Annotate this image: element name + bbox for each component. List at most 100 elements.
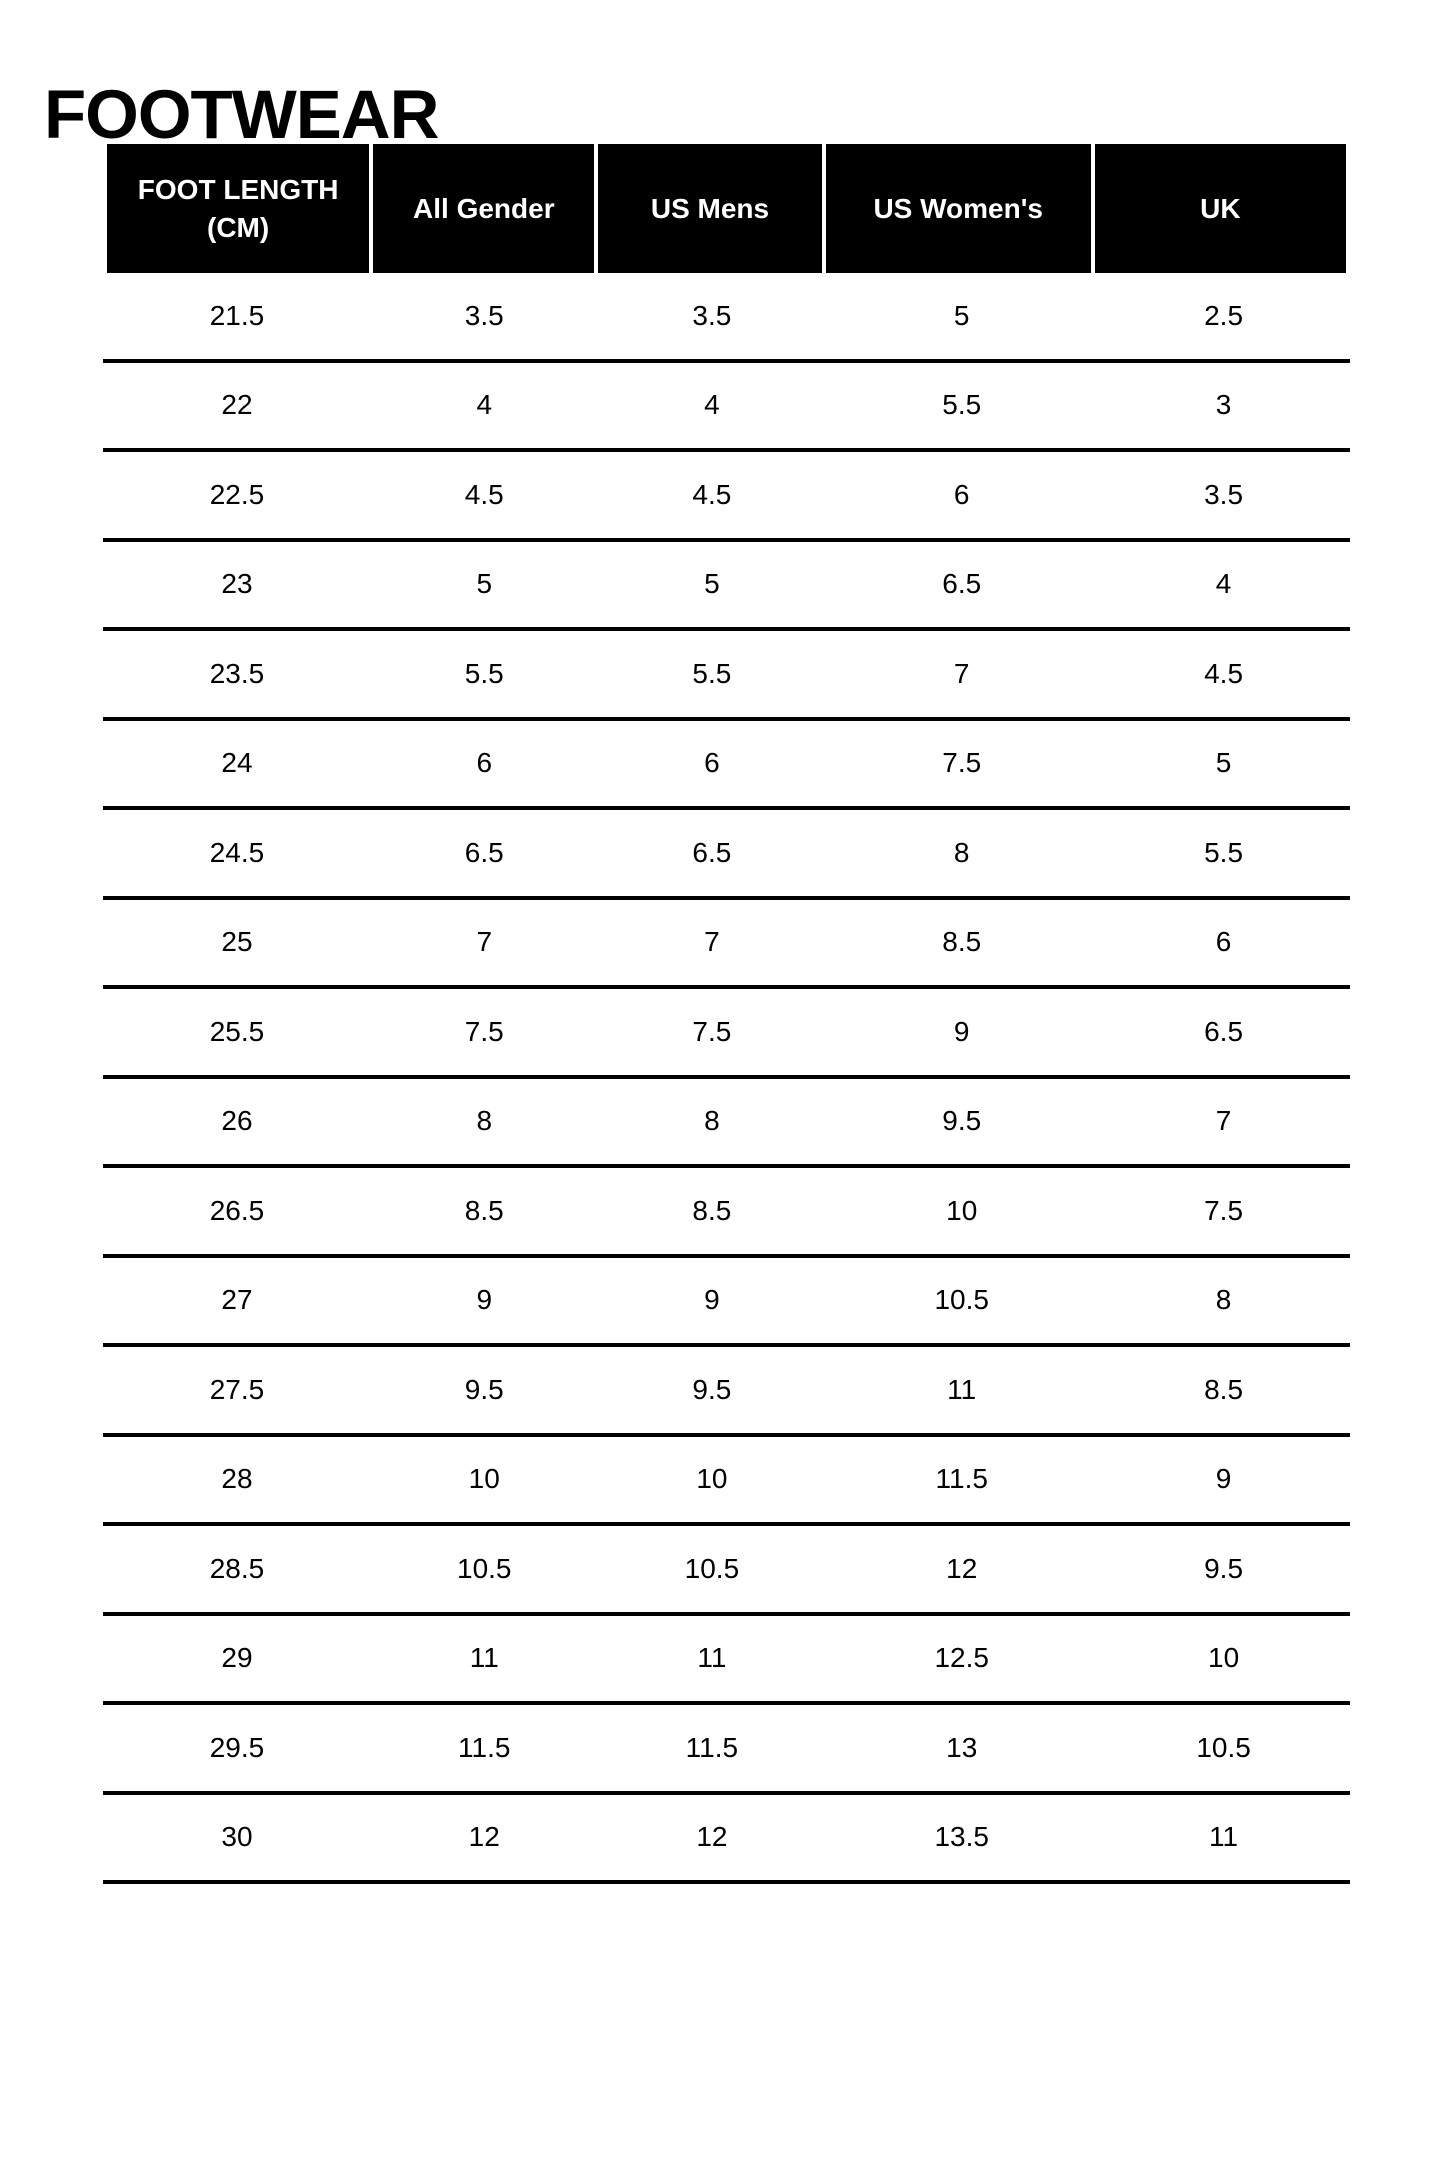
cell-us-womens-size: 7 — [953, 657, 970, 689]
page-title: FOOTWEAR — [44, 76, 439, 154]
table-header-row: FOOT LENGTH (CM) All Gender US Mens US W… — [107, 144, 1346, 273]
cell-uk-size: 3.5 — [1204, 478, 1244, 510]
cell-foot-length-cm: 27 — [221, 1284, 253, 1316]
table-row: 30 12 12 13.5 11 — [103, 1795, 1350, 1884]
table-row: 28.5 10.5 10.5 12 9.5 — [103, 1526, 1350, 1616]
table-row: 24 6 6 7.5 5 — [103, 721, 1350, 810]
table-row: 29.5 11.5 11.5 13 10.5 — [103, 1705, 1350, 1795]
cell-all-gender-size: 6 — [476, 747, 493, 779]
cell-uk-size: 10.5 — [1196, 1731, 1251, 1763]
cell-uk-size: 8 — [1215, 1284, 1232, 1316]
cell-us-mens-size: 10 — [696, 1463, 728, 1495]
table-row: 21.5 3.5 3.5 5 2.5 — [103, 273, 1350, 363]
cell-uk-size: 6 — [1215, 926, 1232, 958]
cell-foot-length-cm: 29 — [221, 1642, 253, 1674]
table-row: 26.5 8.5 8.5 10 7.5 — [103, 1168, 1350, 1258]
cell-foot-length-cm: 24 — [221, 747, 253, 779]
cell-all-gender-size: 8.5 — [464, 1194, 504, 1226]
table-row: 25.5 7.5 7.5 9 6.5 — [103, 989, 1350, 1079]
cell-all-gender-size: 12 — [468, 1821, 500, 1853]
cell-all-gender-size: 7.5 — [464, 1015, 504, 1047]
cell-uk-size: 9.5 — [1204, 1552, 1244, 1584]
cell-uk-size: 4.5 — [1204, 657, 1244, 689]
cell-us-mens-size: 8 — [704, 1105, 720, 1137]
table-row: 23 5 5 6.5 4 — [103, 542, 1350, 631]
cell-us-mens-size: 11.5 — [685, 1731, 739, 1763]
cell-foot-length-cm: 26 — [221, 1105, 253, 1137]
cell-uk-size: 2.5 — [1204, 299, 1244, 331]
table-row: 22.5 4.5 4.5 6 3.5 — [103, 452, 1350, 542]
cell-uk-size: 9 — [1215, 1463, 1232, 1495]
cell-foot-length-cm: 23 — [221, 568, 253, 600]
cell-us-mens-size: 7.5 — [692, 1015, 732, 1047]
table-row: 25 7 7 8.5 6 — [103, 900, 1350, 989]
cell-us-womens-size: 7.5 — [942, 747, 982, 779]
table-body: 21.5 3.5 3.5 5 2.5 22 4 4 5.5 3 22.5 4.5… — [103, 273, 1350, 1884]
table-row: 29 11 11 12.5 10 — [103, 1616, 1350, 1705]
table-row: 27 9 9 10.5 8 — [103, 1258, 1350, 1347]
cell-uk-size: 7.5 — [1204, 1194, 1244, 1226]
header-cell-uk: UK — [1200, 192, 1241, 224]
table-row: 23.5 5.5 5.5 7 4.5 — [103, 631, 1350, 721]
cell-foot-length-cm: 26.5 — [209, 1194, 265, 1226]
cell-us-mens-size: 4.5 — [692, 478, 732, 510]
cell-all-gender-size: 10 — [468, 1463, 500, 1495]
cell-foot-length-cm: 22 — [221, 389, 253, 421]
cell-uk-size: 8.5 — [1204, 1373, 1244, 1405]
cell-us-womens-size: 13 — [946, 1731, 978, 1763]
table-row: 22 4 4 5.5 3 — [103, 363, 1350, 452]
cell-us-womens-size: 9 — [953, 1015, 970, 1047]
cell-us-mens-size: 7 — [704, 926, 720, 958]
cell-us-womens-size: 13.5 — [934, 1821, 989, 1853]
cell-us-womens-size: 11.5 — [935, 1463, 988, 1495]
cell-foot-length-cm: 28 — [221, 1463, 253, 1495]
cell-us-womens-size: 6 — [953, 478, 970, 510]
cell-us-mens-size: 11 — [697, 1642, 727, 1674]
cell-all-gender-size: 6.5 — [464, 836, 504, 868]
header-cell-all-gender: All Gender — [373, 144, 599, 273]
cell-foot-length-cm: 29.5 — [209, 1731, 265, 1763]
cell-us-womens-size: 5.5 — [942, 389, 982, 421]
cell-us-womens-size: 6.5 — [942, 568, 982, 600]
cell-foot-length-cm: 23.5 — [209, 657, 265, 689]
cell-us-womens-size: 8.5 — [942, 926, 982, 958]
cell-us-mens-size: 10.5 — [684, 1552, 740, 1584]
cell-foot-length-cm: 21.5 — [209, 299, 265, 331]
cell-all-gender-size: 11.5 — [458, 1731, 511, 1763]
cell-all-gender-size: 4 — [476, 389, 493, 421]
cell-all-gender-size: 3.5 — [464, 299, 504, 331]
cell-uk-size: 6.5 — [1204, 1015, 1244, 1047]
cell-us-mens-size: 6.5 — [692, 836, 732, 868]
cell-us-womens-size: 5 — [953, 299, 970, 331]
cell-foot-length-cm: 28.5 — [209, 1552, 265, 1584]
header-cell-us-mens: US Mens — [598, 144, 826, 273]
size-table: FOOT LENGTH (CM) All Gender US Mens US W… — [103, 144, 1350, 1884]
table-row: 24.5 6.5 6.5 8 5.5 — [103, 810, 1350, 900]
cell-uk-size: 5 — [1215, 747, 1232, 779]
cell-foot-length-cm: 25.5 — [209, 1015, 265, 1047]
table-row: 26 8 8 9.5 7 — [103, 1079, 1350, 1168]
cell-foot-length-cm: 30 — [221, 1821, 253, 1853]
table-row: 28 10 10 11.5 9 — [103, 1437, 1350, 1526]
cell-foot-length-cm: 27.5 — [209, 1373, 265, 1405]
cell-us-womens-size: 8 — [953, 836, 970, 868]
cell-all-gender-size: 11 — [469, 1642, 499, 1674]
cell-uk-size: 5.5 — [1204, 836, 1244, 868]
cell-all-gender-size: 10.5 — [457, 1552, 512, 1584]
cell-all-gender-size: 5 — [476, 568, 493, 600]
cell-us-mens-size: 12 — [696, 1821, 728, 1853]
cell-us-womens-size: 10.5 — [934, 1284, 989, 1316]
cell-foot-length-cm: 24.5 — [209, 836, 265, 868]
cell-foot-length-cm: 25 — [221, 926, 253, 958]
cell-us-mens-size: 6 — [704, 747, 720, 779]
cell-uk-size: 4 — [1215, 568, 1232, 600]
cell-us-mens-size: 8.5 — [692, 1194, 732, 1226]
cell-us-mens-size: 9 — [704, 1284, 720, 1316]
cell-us-mens-size: 5.5 — [692, 657, 732, 689]
cell-us-mens-size: 3.5 — [692, 299, 732, 331]
cell-uk-size: 7 — [1215, 1105, 1232, 1137]
cell-us-womens-size: 12 — [946, 1552, 978, 1584]
cell-us-mens-size: 4 — [704, 389, 720, 421]
cell-us-womens-size: 11 — [947, 1373, 977, 1405]
